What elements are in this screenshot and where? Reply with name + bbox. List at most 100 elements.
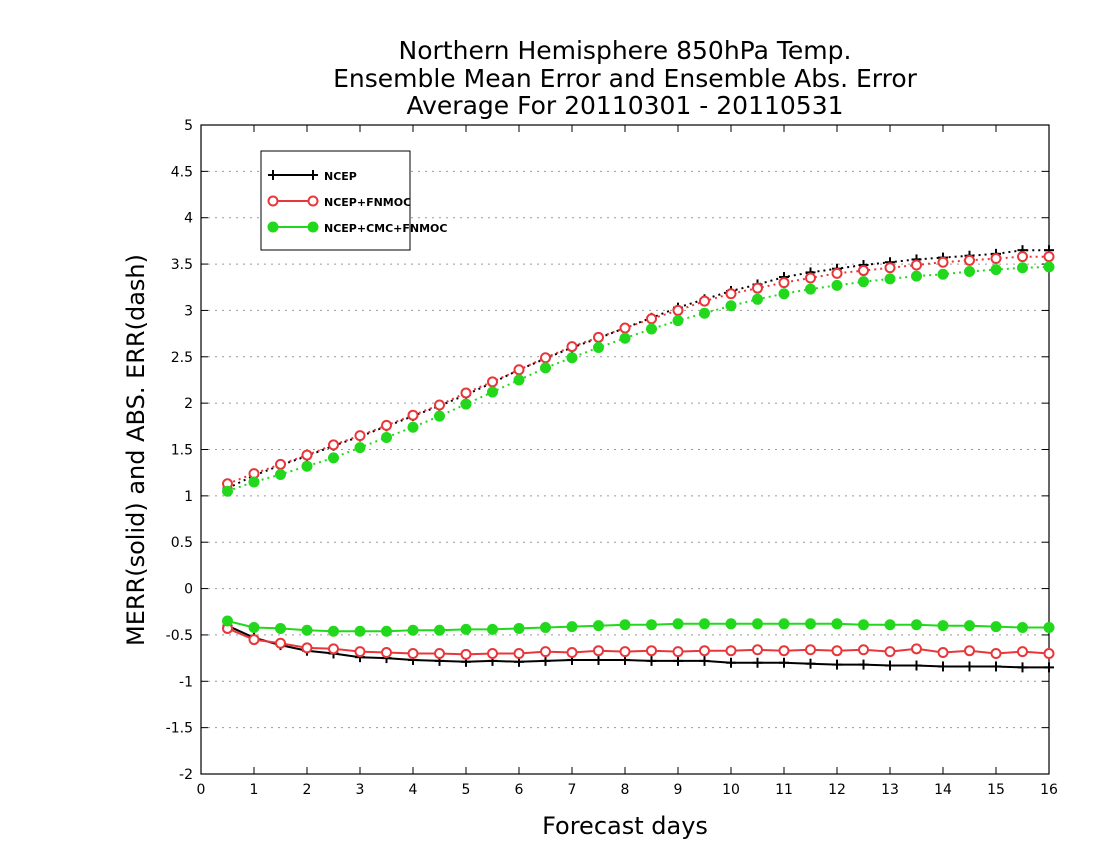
data-point-ncep-fnmoc [699, 295, 710, 307]
data-point-ncep [646, 655, 657, 666]
x-tick-label: 4 [409, 782, 418, 798]
data-point-ncep-cmc-fnmoc [328, 625, 339, 637]
data-point-ncep-fnmoc [1043, 647, 1055, 659]
series-line-ncep-fnmoc-abs-err [227, 255, 1049, 485]
data-point-ncep-fnmoc [805, 644, 816, 656]
data-point-ncep-fnmoc [487, 647, 498, 659]
data-point-ncep-fnmoc [831, 267, 843, 279]
data-point-ncep-cmc-fnmoc [513, 622, 525, 634]
data-point-ncep-fnmoc [354, 646, 366, 658]
data-point-ncep-cmc-fnmoc [328, 452, 339, 464]
data-point-ncep-cmc-fnmoc [619, 332, 631, 344]
data-point-ncep-cmc-fnmoc [990, 621, 1002, 633]
data-point-ncep-fnmoc [460, 648, 472, 660]
data-point-ncep-cmc-fnmoc [460, 623, 472, 635]
x-tick-label: 7 [568, 782, 577, 798]
legend-marker-ncep [308, 170, 318, 180]
data-point-ncep-cmc-fnmoc [672, 315, 684, 327]
data-point-ncep-cmc-fnmoc [911, 619, 922, 631]
data-point-ncep [1017, 662, 1028, 673]
data-point-ncep-fnmoc [513, 647, 525, 659]
data-point-ncep-fnmoc [328, 439, 339, 451]
legend: NCEP NCEP+FNMOC NCEP+CMC+FNMOC [260, 150, 447, 251]
data-point-ncep-cmc-fnmoc [831, 279, 843, 291]
data-point-ncep-fnmoc [752, 282, 763, 294]
data-point-ncep-cmc-fnmoc [937, 268, 949, 280]
data-point-ncep-cmc-fnmoc [1017, 262, 1028, 274]
data-point-ncep-cmc-fnmoc [725, 618, 737, 630]
series-line-ncep-abs-err [227, 249, 1049, 490]
data-point-ncep-cmc-fnmoc [1043, 261, 1055, 273]
y-tick-label: 3 [184, 303, 193, 319]
data-point-ncep-cmc-fnmoc [725, 300, 737, 312]
y-axis-label: MERR(solid) and ABS. ERR(dash) [122, 254, 150, 646]
y-tick-label: 5 [184, 118, 193, 134]
data-point-ncep-fnmoc [540, 646, 551, 658]
data-point-ncep-cmc-fnmoc [990, 264, 1002, 276]
data-point-ncep-fnmoc [248, 634, 260, 646]
data-point-ncep-fnmoc [805, 272, 816, 284]
y-tick-label: 3.5 [171, 257, 193, 273]
chart-title-line-2: Ensemble Mean Error and Ensemble Abs. Er… [333, 64, 917, 93]
data-point-ncep-fnmoc [566, 647, 578, 659]
y-tick-label: 0.5 [171, 535, 193, 551]
data-point-ncep-fnmoc [513, 364, 525, 376]
x-tick-label: 13 [881, 782, 899, 798]
data-point-ncep-fnmoc [937, 256, 949, 268]
data-point-ncep-fnmoc [275, 458, 286, 470]
data-point-ncep-fnmoc [434, 399, 445, 411]
x-tick-label: 6 [515, 782, 524, 798]
data-point-ncep-cmc-fnmoc [646, 323, 657, 335]
data-point-ncep-fnmoc [646, 313, 657, 325]
data-point-ncep-cmc-fnmoc [964, 265, 975, 277]
data-point-ncep-cmc-fnmoc [858, 619, 869, 631]
data-point-ncep-cmc-fnmoc [778, 288, 790, 300]
data-point-ncep-cmc-fnmoc [831, 618, 843, 630]
data-point-ncep-fnmoc [990, 253, 1002, 265]
data-point-ncep-fnmoc [964, 645, 975, 657]
y-tick-label: 4 [184, 211, 193, 227]
data-point-ncep-fnmoc [699, 645, 710, 657]
data-point-ncep-cmc-fnmoc [566, 352, 578, 364]
data-point-ncep-fnmoc [937, 647, 949, 659]
data-point-ncep [1044, 662, 1054, 673]
legend-label-ncep: NCEP [324, 170, 357, 183]
y-tick-label: 2 [184, 396, 193, 412]
data-point-ncep [964, 661, 975, 672]
data-point-ncep-fnmoc [381, 419, 392, 431]
data-point-ncep-fnmoc [911, 643, 922, 655]
data-point-ncep-fnmoc [1017, 646, 1028, 658]
y-tick-label: -2 [179, 767, 193, 783]
x-tick-label: 2 [303, 782, 312, 798]
series-line-ncep-fnmoc-mean-err [227, 627, 1050, 656]
data-point-ncep-cmc-fnmoc [222, 615, 233, 627]
grid-lines [201, 170, 1049, 729]
legend-label-ncep-fnmoc: NCEP+FNMOC [324, 196, 411, 209]
data-point-ncep-cmc-fnmoc [805, 283, 816, 295]
data-point-ncep-cmc-fnmoc [619, 619, 631, 631]
data-point-ncep [699, 655, 710, 666]
data-point-ncep-cmc-fnmoc [354, 442, 366, 454]
y-tick-label: -1 [179, 674, 193, 690]
data-point-ncep-fnmoc [725, 645, 737, 657]
data-point-ncep-fnmoc [884, 646, 896, 658]
data-point-ncep-fnmoc [328, 643, 339, 655]
data-point-ncep-cmc-fnmoc [381, 625, 392, 637]
data-point-ncep-cmc-fnmoc [699, 618, 710, 630]
data-point-ncep-fnmoc [354, 430, 366, 442]
x-tick-label: 10 [722, 782, 740, 798]
data-point-ncep-cmc-fnmoc [593, 620, 604, 632]
y-tick-label: 1 [184, 489, 193, 505]
y-tick-label: 0 [184, 582, 193, 598]
data-point-ncep-cmc-fnmoc [275, 622, 286, 634]
data-point-ncep-cmc-fnmoc [381, 431, 392, 443]
x-tick-label: 12 [828, 782, 846, 798]
data-point-ncep-cmc-fnmoc [911, 270, 922, 282]
data-point-ncep [726, 657, 736, 668]
data-point-ncep-fnmoc [619, 322, 631, 334]
data-point-ncep-cmc-fnmoc [672, 618, 684, 630]
data-point-ncep-fnmoc [381, 647, 392, 659]
data-point-ncep-fnmoc [540, 352, 551, 364]
data-point-ncep-cmc-fnmoc [858, 276, 869, 288]
